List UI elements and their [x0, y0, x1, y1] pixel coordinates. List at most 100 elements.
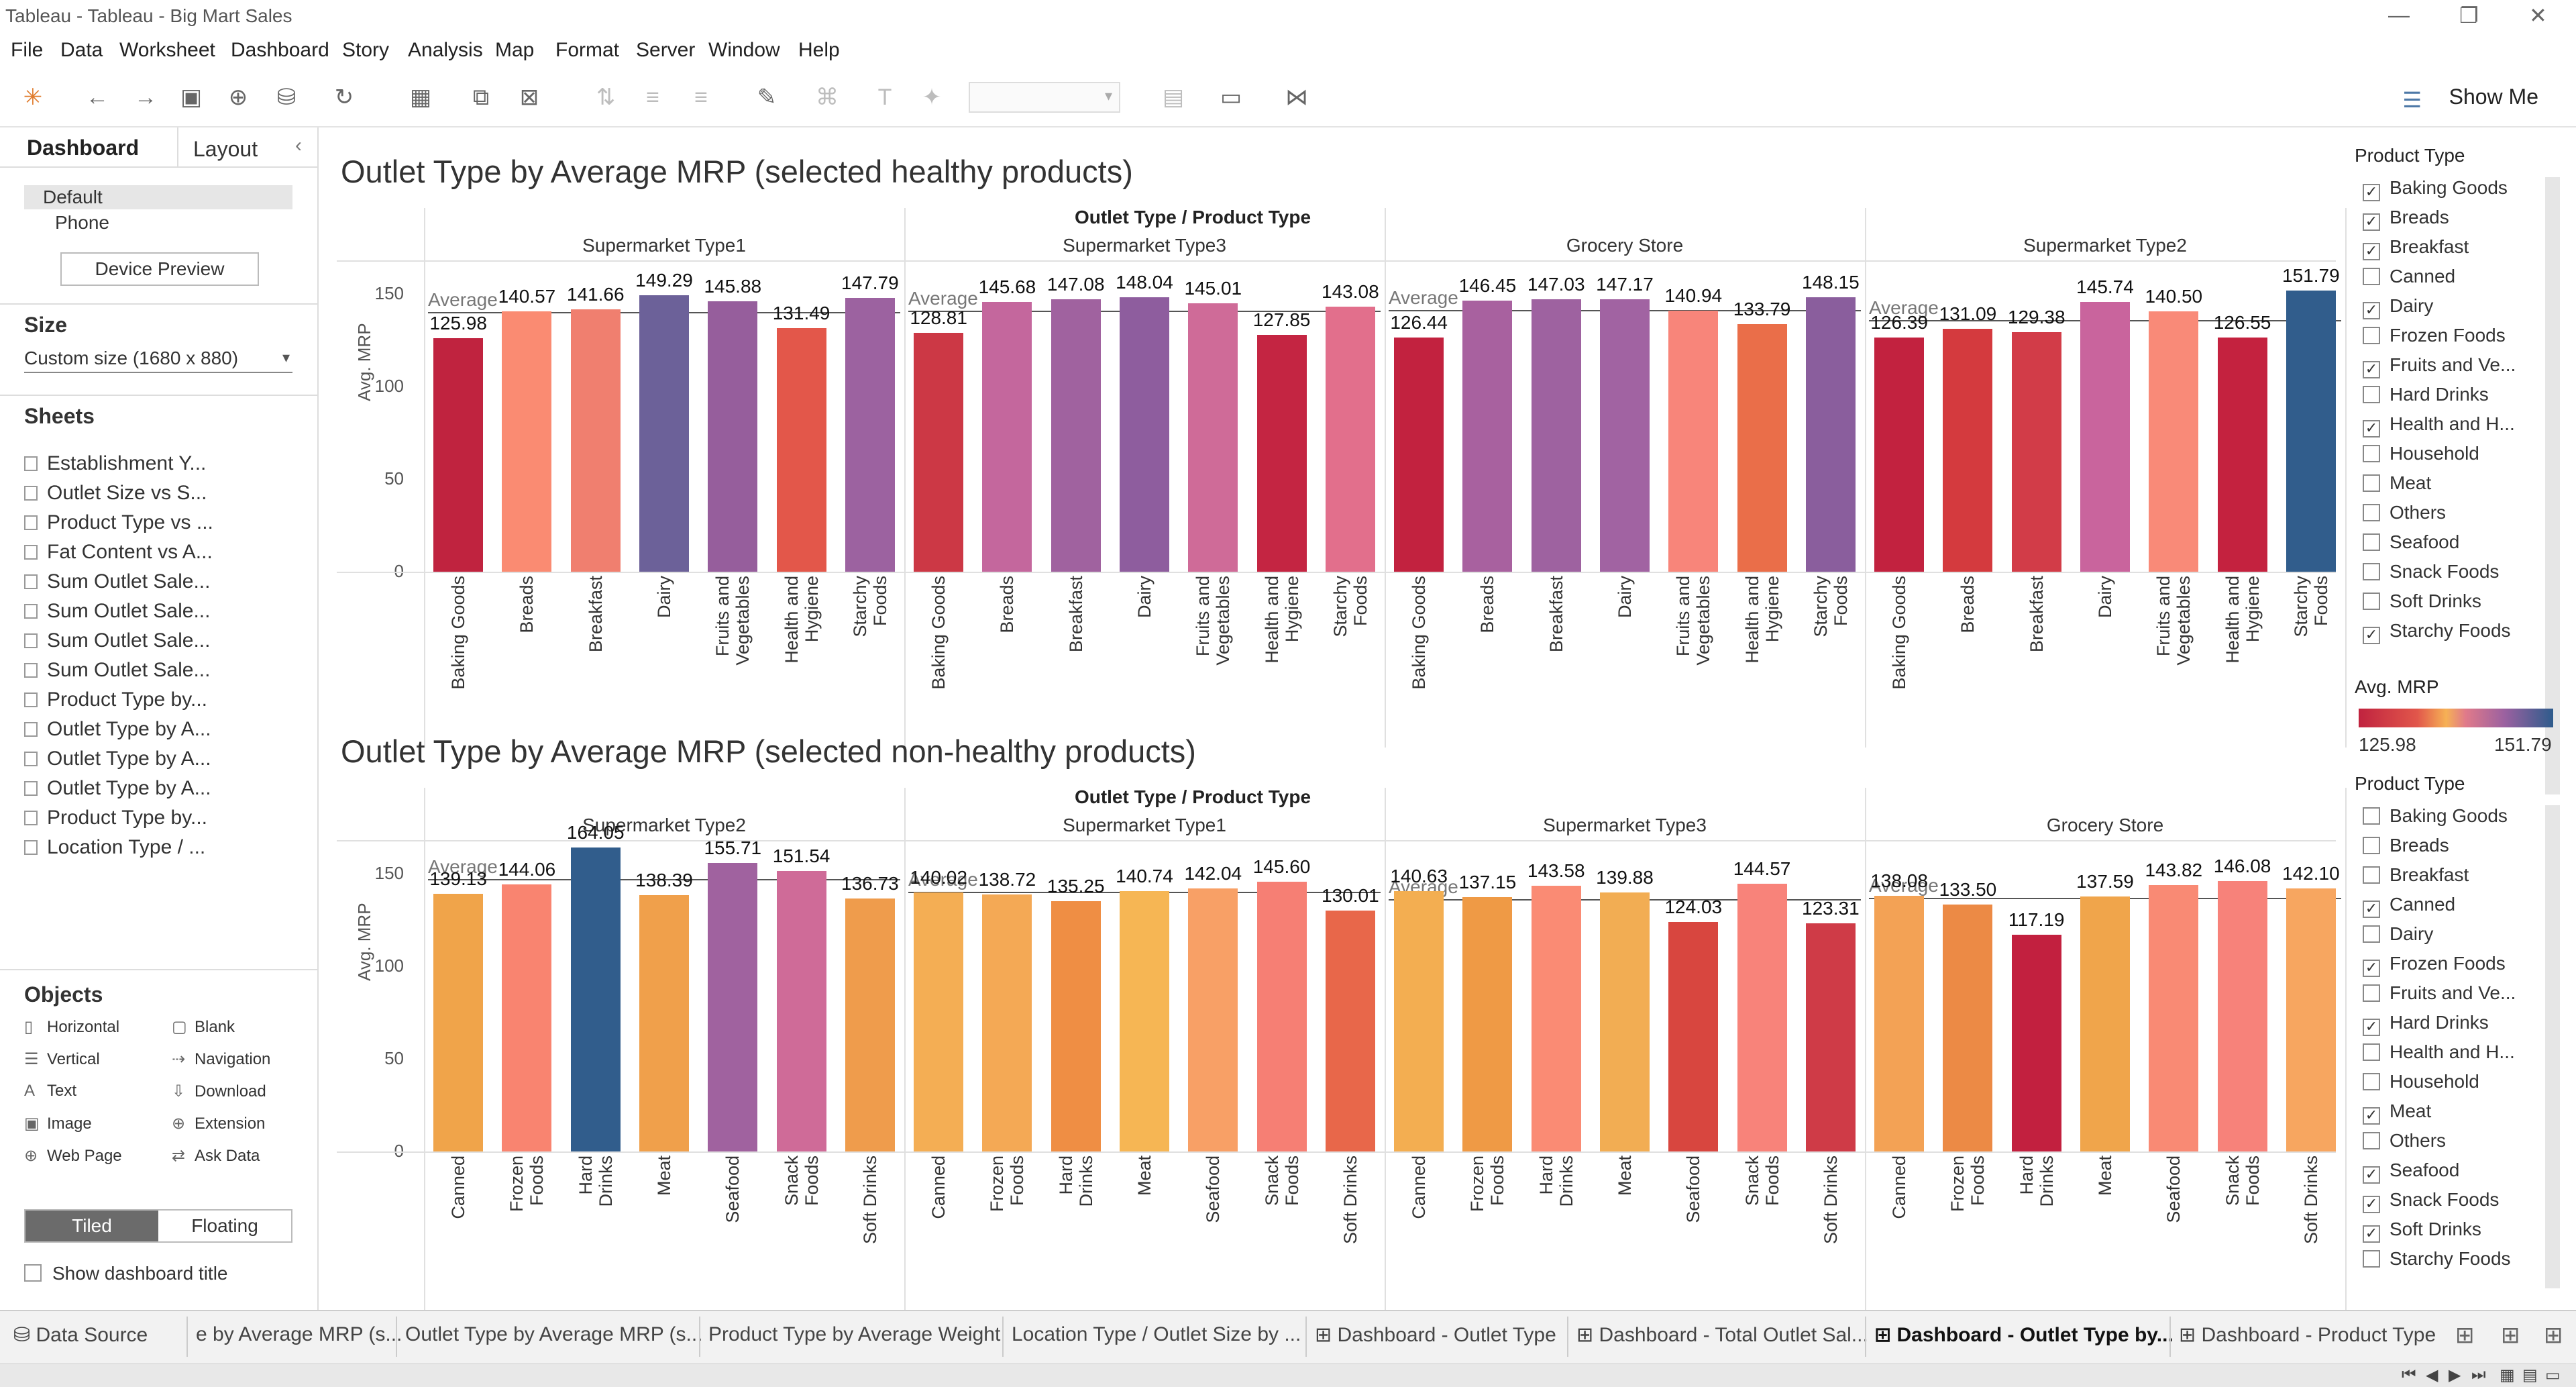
object-item[interactable]: ⊕ Extension [172, 1114, 265, 1133]
bar[interactable] [776, 870, 826, 1151]
checkbox-checked-icon[interactable]: ✓ [2363, 213, 2380, 231]
checkbox-unchecked-icon[interactable] [2363, 386, 2380, 403]
new-story-tab-icon[interactable]: ⊞ [2544, 1323, 2563, 1348]
filter-item[interactable]: Others [2363, 502, 2446, 523]
bar[interactable] [1394, 338, 1444, 572]
checkbox-unchecked-icon[interactable] [2363, 474, 2380, 492]
bar[interactable] [1737, 323, 1787, 572]
bar[interactable] [845, 298, 895, 572]
filter-item[interactable]: Household [2363, 443, 2479, 464]
checkbox-unchecked-icon[interactable] [2363, 925, 2380, 943]
show-title-checkbox[interactable] [24, 1264, 42, 1282]
sheet-item[interactable]: Sum Outlet Sale... [24, 570, 210, 593]
menu-window[interactable]: Window [708, 39, 780, 61]
share-icon[interactable]: ⋈ [1285, 85, 1308, 110]
filter-item[interactable]: ✓ Meat [2363, 1100, 2431, 1125]
bar[interactable] [914, 892, 964, 1151]
minimize-icon[interactable]: — [2388, 3, 2410, 27]
show-cards-icon[interactable]: ▤ [1162, 85, 1185, 110]
sort-asc-icon[interactable]: ≡ [646, 85, 659, 110]
sheet-item[interactable]: Location Type / ... [24, 836, 205, 859]
bar[interactable] [708, 863, 758, 1151]
filter-item[interactable]: Soft Drinks [2363, 590, 2481, 612]
checkbox-unchecked-icon[interactable] [2363, 504, 2380, 521]
bar[interactable] [845, 898, 895, 1151]
duplicate-icon[interactable]: ⧉ [472, 85, 490, 110]
menu-dashboard[interactable]: Dashboard [231, 39, 329, 61]
pin-icon[interactable]: ✦ [922, 85, 942, 110]
bar[interactable] [570, 309, 621, 572]
sheet-item[interactable]: Establishment Y... [24, 452, 206, 475]
tiled-button[interactable]: Tiled [25, 1211, 158, 1241]
tabs-view-icon[interactable]: ▭ [2545, 1366, 2561, 1384]
bar[interactable] [1188, 888, 1238, 1151]
object-item[interactable]: ⇩ Download [172, 1082, 266, 1101]
checkbox-unchecked-icon[interactable] [2363, 866, 2380, 884]
bar[interactable] [1325, 911, 1375, 1151]
bar[interactable] [1531, 885, 1581, 1151]
bar[interactable] [502, 311, 552, 572]
sheet-tab[interactable]: ⊞ Dashboard - Product Type [2179, 1323, 2436, 1347]
filter-item[interactable]: Dairy [2363, 923, 2433, 945]
bar[interactable] [982, 894, 1032, 1151]
filter-item[interactable]: ✓ Soft Drinks [2363, 1219, 2481, 1243]
checkbox-checked-icon[interactable]: ✓ [2363, 1225, 2380, 1243]
bar[interactable] [2217, 337, 2267, 572]
show-me-button[interactable]: Show Me [2449, 85, 2538, 109]
data-source-icon[interactable]: ⛁ [276, 85, 297, 110]
bar[interactable] [1051, 901, 1101, 1151]
new-data-source-icon[interactable]: ⊕ [228, 85, 248, 110]
bar[interactable] [1462, 300, 1513, 572]
new-worksheet-tab-icon[interactable]: ⊞ [2455, 1323, 2475, 1348]
bar[interactable] [1120, 297, 1169, 572]
checkbox-checked-icon[interactable]: ✓ [2363, 1166, 2380, 1184]
filter-item[interactable]: Seafood [2363, 531, 2459, 553]
filter-item[interactable]: ✓ Frozen Foods [2363, 953, 2506, 977]
menu-format[interactable]: Format [555, 39, 620, 61]
bar[interactable] [2011, 934, 2061, 1151]
undo-icon[interactable]: ← [86, 85, 109, 110]
filter-item[interactable]: Frozen Foods [2363, 325, 2506, 346]
bar[interactable] [708, 301, 758, 572]
legend1-scrollbar[interactable] [2545, 177, 2560, 794]
bar[interactable] [1805, 297, 1856, 572]
filter-item[interactable]: ✓ Breakfast [2363, 236, 2469, 260]
object-item[interactable]: ▯ Horizontal [24, 1017, 119, 1037]
bar[interactable] [2080, 301, 2130, 572]
filter-item[interactable]: Snack Foods [2363, 561, 2499, 582]
filter-item[interactable]: ✓ Seafood [2363, 1160, 2459, 1184]
refresh-icon[interactable]: ↻ [334, 85, 354, 110]
bar[interactable] [639, 895, 689, 1151]
checkbox-unchecked-icon[interactable] [2363, 837, 2380, 854]
bar[interactable] [1188, 303, 1238, 572]
checkbox-checked-icon[interactable]: ✓ [2363, 1019, 2380, 1036]
filter-item[interactable]: ✓ Snack Foods [2363, 1189, 2499, 1213]
redo-icon[interactable]: → [134, 85, 157, 110]
tab-dashboard[interactable]: Dashboard [27, 136, 140, 160]
bar[interactable] [2286, 291, 2336, 572]
bar[interactable] [2149, 311, 2199, 572]
object-item[interactable]: ⇢ Navigation [172, 1049, 270, 1069]
menu-server[interactable]: Server [636, 39, 696, 61]
bar[interactable] [1051, 299, 1101, 572]
sheet-item[interactable]: Product Type vs ... [24, 511, 213, 534]
legend2-scrollbar[interactable] [2545, 805, 2560, 1288]
label-icon[interactable]: T [877, 85, 892, 110]
device-phone[interactable]: Phone [55, 212, 109, 233]
filter-item[interactable]: ✓ Breads [2363, 207, 2449, 231]
filter-item[interactable]: Fruits and Ve... [2363, 982, 2516, 1004]
new-dashboard-tab-icon[interactable]: ⊞ [2501, 1323, 2520, 1348]
checkbox-unchecked-icon[interactable] [2363, 984, 2380, 1002]
floating-button[interactable]: Floating [191, 1215, 258, 1236]
checkbox-checked-icon[interactable]: ✓ [2363, 1107, 2380, 1125]
bar[interactable] [2217, 880, 2267, 1151]
last-sheet-icon[interactable]: ⏭ [2471, 1366, 2486, 1384]
bar[interactable] [639, 295, 689, 572]
sheet-tab[interactable]: ⊞ Dashboard - Outlet Type [1315, 1323, 1556, 1347]
presentation-icon[interactable]: ▭ [1220, 85, 1242, 110]
menu-data[interactable]: Data [60, 39, 103, 61]
restore-icon[interactable]: ❐ [2459, 3, 2479, 28]
filter-item[interactable]: Household [2363, 1071, 2479, 1092]
device-default[interactable] [24, 185, 292, 209]
sheet-item[interactable]: Sum Outlet Sale... [24, 659, 210, 682]
